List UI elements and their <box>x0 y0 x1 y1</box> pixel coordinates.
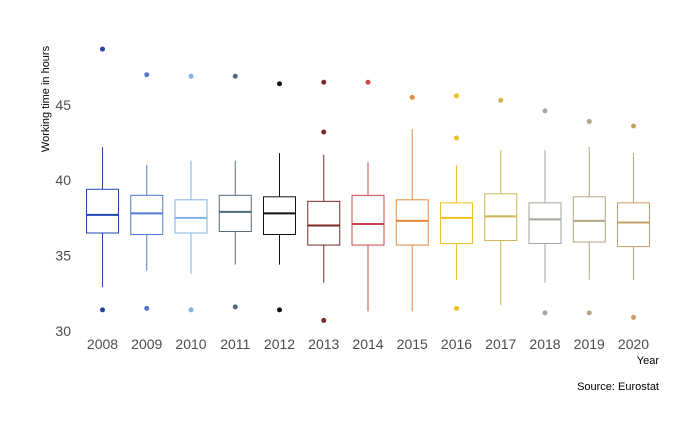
outlier-point <box>365 79 371 85</box>
outlier-point <box>188 73 194 79</box>
box-2018 <box>528 108 562 316</box>
box-2019 <box>572 118 606 316</box>
outlier-point <box>586 118 592 124</box>
x-tick-label: 2010 <box>175 336 206 352</box>
x-tick-label: 2011 <box>220 336 250 352</box>
box-2010 <box>174 73 208 313</box>
box-2016 <box>440 93 473 311</box>
box-body <box>351 194 385 246</box>
outlier-point <box>542 108 548 114</box>
y-tick-label: 35 <box>55 248 71 264</box>
x-tick-label: 2015 <box>397 336 428 352</box>
outlier-point <box>321 79 327 85</box>
outlier-point <box>144 305 150 311</box>
outlier-point <box>631 314 636 320</box>
outlier-point <box>232 73 238 79</box>
x-tick-label: 2020 <box>618 336 649 352</box>
source-caption: Source: Eurostat <box>577 381 659 393</box>
x-tick-label: 2009 <box>131 336 162 352</box>
box-2017 <box>484 97 518 306</box>
y-tick-label: 45 <box>55 97 71 113</box>
outlier-point <box>321 317 327 323</box>
box-2009 <box>130 72 164 311</box>
box-series <box>86 46 650 323</box>
outlier-point <box>188 307 194 313</box>
outlier-point <box>277 81 282 87</box>
x-axis-title: Year <box>637 355 660 367</box>
outlier-point <box>409 94 415 100</box>
outlier-point <box>454 93 459 99</box>
outlier-point <box>100 46 105 52</box>
box-body <box>528 202 562 245</box>
y-axis-title: Working time in hours <box>40 45 52 152</box>
box-body <box>86 188 119 234</box>
y-tick-label: 30 <box>55 323 71 339</box>
x-tick-label: 2013 <box>308 336 339 352</box>
box-2015 <box>395 94 429 312</box>
box-body <box>395 199 429 246</box>
box-2011 <box>218 73 252 310</box>
outlier-point <box>454 305 459 311</box>
outlier-point <box>454 135 459 141</box>
x-tick-label: 2018 <box>529 336 560 352</box>
box-body <box>263 196 296 236</box>
outlier-point <box>631 123 636 129</box>
x-axis-ticks: 2008 2009 2010 2011 2012 2013 2014 2015 2016 2017… <box>87 336 649 352</box>
x-tick-label: 2019 <box>574 336 605 352</box>
box-2008 <box>86 46 119 313</box>
box-2014 <box>351 79 385 312</box>
outlier-point <box>498 97 504 103</box>
box-2013 <box>307 79 341 323</box>
box-2012 <box>263 81 296 313</box>
box-body <box>307 200 341 246</box>
x-tick-label: 2017 <box>485 336 516 352</box>
x-tick-label: 2012 <box>264 336 295 352</box>
x-tick-label: 2014 <box>352 336 383 352</box>
box-body <box>572 196 606 243</box>
outlier-point <box>232 304 238 310</box>
box-body <box>174 199 208 234</box>
box-body <box>617 202 650 248</box>
outlier-point <box>144 72 150 78</box>
box-body <box>218 194 252 232</box>
box-2020 <box>617 123 650 320</box>
box-body <box>440 202 473 245</box>
outlier-point <box>321 129 327 135</box>
outlier-point <box>586 310 592 316</box>
outlier-point <box>542 310 548 316</box>
y-axis-ticks: 30 35 40 45 <box>55 97 71 339</box>
x-tick-label: 2016 <box>441 336 472 352</box>
outlier-point <box>277 307 282 313</box>
outlier-point <box>100 307 105 313</box>
y-tick-label: 40 <box>55 172 71 188</box>
x-tick-label: 2008 <box>87 336 118 352</box>
box-body <box>130 194 164 236</box>
